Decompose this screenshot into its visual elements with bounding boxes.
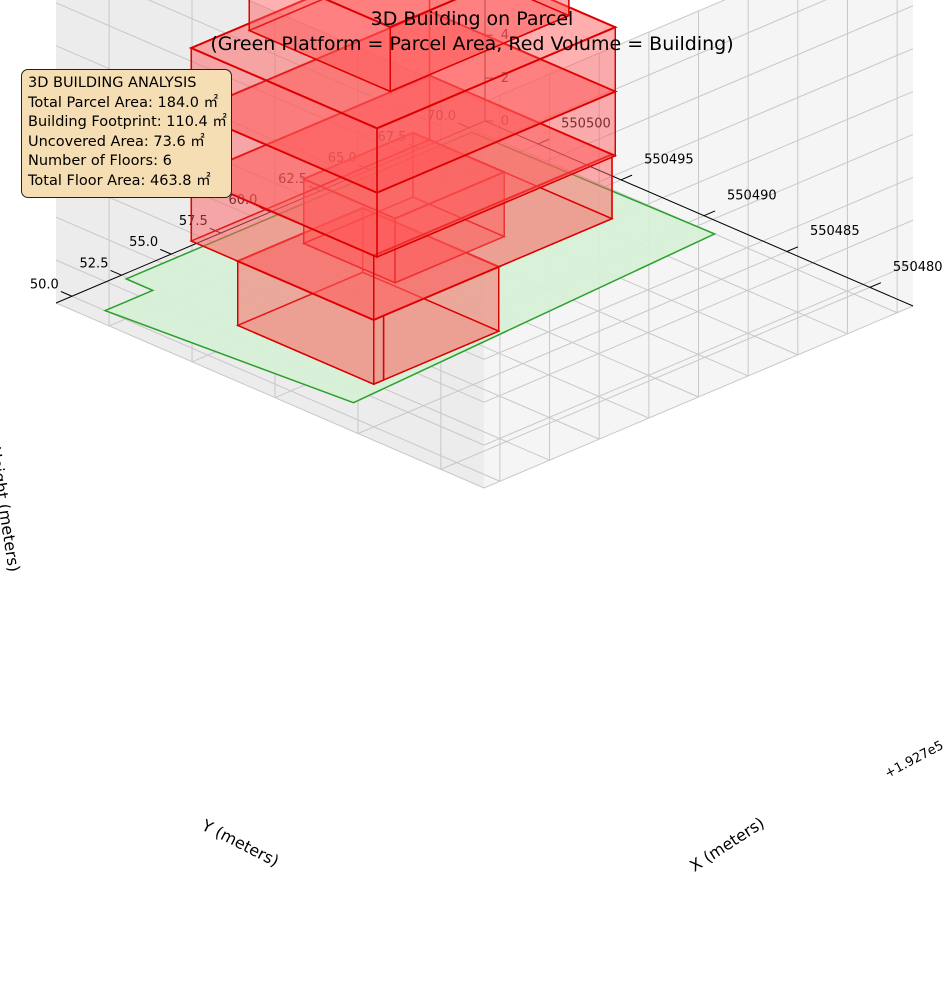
x-tick-label: 57.5 [179, 214, 208, 229]
y-axis-line [484, 120, 914, 307]
chart-title-line-1: 3D Building on Parcel [371, 8, 574, 30]
grid-z-wall-y [55, 302, 485, 489]
grid-z-wall-x [483, 262, 914, 446]
building-volume [188, 0, 618, 386]
grid-z-wall-x [483, 305, 914, 489]
y-tick-label: 550490 [727, 188, 777, 203]
y-tick-label-mark [869, 282, 882, 288]
x-tick-label-mark [110, 269, 122, 276]
grid-z-wall-x [483, 0, 827, 146]
chart-title-line-2: (Green Platform = Parcel Area, Red Volum… [210, 33, 733, 55]
parcel-polygon [103, 131, 717, 404]
z-tick-label: 4 [501, 28, 509, 43]
floor-side-face [373, 314, 385, 386]
x-tick-label-mark [457, 122, 470, 129]
grid-y-floor [440, 286, 871, 470]
info-line-floors: Number of Floors: 6 [28, 153, 172, 170]
y-tick-label-mark [703, 210, 716, 217]
floor-top-face [324, 0, 457, 29]
x-tick-label-mark [159, 248, 172, 255]
y-tick-label: 550485 [810, 224, 860, 239]
info-line-floor-area: Total Floor Area: 463.8 ㎡ [28, 172, 211, 189]
grid-z-wall-x [483, 0, 726, 103]
building-floor [188, 74, 615, 321]
info-line-uncovered: Uncovered Area: 73.6 ㎡ [28, 133, 205, 150]
grid-z-wall-y [246, 0, 485, 103]
x-tick-label: 65.0 [328, 151, 357, 166]
y-tick-label: 550480 [893, 260, 943, 275]
x-axis-label: X (meters) [686, 813, 768, 875]
z-tick-label: 0 [501, 114, 509, 129]
info-line-heading: 3D BUILDING ANALYSIS [28, 75, 197, 91]
info-line-footprint: Building Footprint: 110.4 ㎡ [28, 114, 227, 131]
y-tick-label: 550500 [561, 117, 611, 132]
x-tick-label: 50.0 [30, 277, 59, 292]
building-floor [188, 10, 618, 259]
grid-y-floor [357, 251, 788, 434]
x-tick-label: 52.5 [80, 256, 109, 271]
x-tick-label: 55.0 [129, 235, 158, 250]
y-tick-label-mark [537, 138, 550, 145]
z-axis-label: Height (meters) [0, 445, 24, 573]
grid-z-wall-x [483, 176, 914, 360]
floor-top-face [301, 131, 507, 220]
floor-side-face [531, 0, 570, 17]
z-tick-label: 2 [501, 71, 509, 86]
parcel-platform [103, 131, 717, 404]
info-line-parcel-area: Total Parcel Area: 184.0 ㎡ [28, 94, 219, 111]
building-floor [235, 206, 502, 386]
building-floor [247, 0, 571, 93]
y-tick-label-mark [620, 174, 633, 181]
y-axis-label: Y (meters) [198, 815, 282, 870]
y-tick-label-mark [786, 246, 799, 252]
floor-top-face [188, 0, 618, 130]
floor-side-face [248, 0, 323, 32]
building-floor [301, 131, 507, 284]
grid-z-wall-x [483, 219, 914, 403]
x-tick-label-mark [60, 291, 73, 297]
x-tick-label: 62.5 [278, 172, 307, 187]
x-offset-label: +1.927e5 [882, 738, 944, 781]
analysis-info-box: 3D BUILDING ANALYSIS Total Parcel Area: … [21, 69, 232, 198]
tick-labels: 50.052.555.057.560.062.565.067.570.05504… [30, 0, 943, 297]
x-tick-label: 67.5 [377, 130, 406, 145]
x-tick-label: 70.0 [427, 109, 456, 124]
grid-z-wall-x [483, 5, 914, 189]
floor-side-face [428, 0, 616, 93]
grid-x-floor [71, 295, 501, 482]
y-tick-label: 550495 [644, 152, 694, 167]
